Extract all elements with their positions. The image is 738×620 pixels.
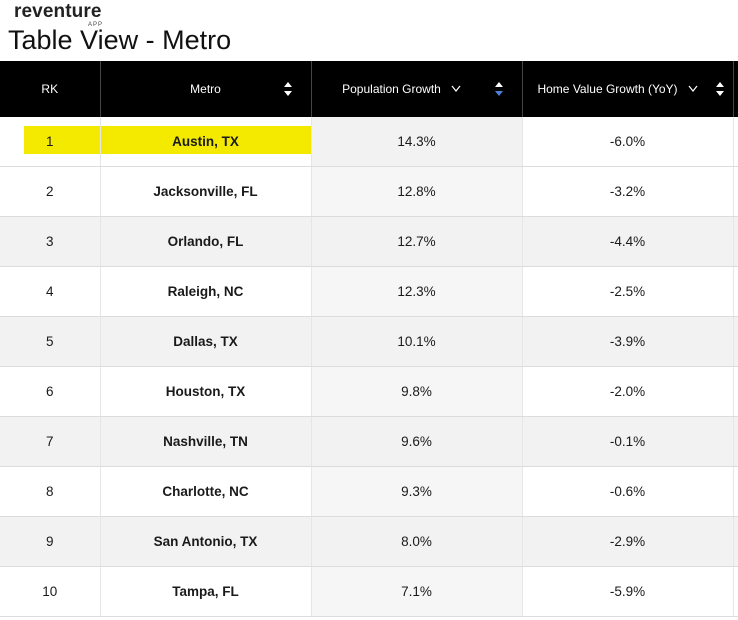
cell-extra bbox=[733, 516, 738, 567]
table-row[interactable]: 6 Houston, TX 9.8% -2.0% bbox=[0, 366, 738, 417]
cell-population-growth: 12.7% bbox=[311, 216, 523, 267]
cell-home-value-growth: -2.5% bbox=[522, 266, 734, 317]
header-extra bbox=[733, 61, 738, 117]
cell-home-value-growth: -0.6% bbox=[522, 466, 734, 517]
header-population-growth-label: Population Growth bbox=[342, 82, 441, 96]
cell-rk: 8 bbox=[0, 466, 101, 517]
table-row[interactable]: 10 Tampa, FL 7.1% -5.9% bbox=[0, 566, 738, 617]
cell-metro[interactable]: Charlotte, NC bbox=[100, 466, 312, 517]
cell-home-value-growth: -6.0% bbox=[522, 117, 734, 167]
cell-population-growth: 9.6% bbox=[311, 416, 523, 467]
table-row[interactable]: 3 Orlando, FL 12.7% -4.4% bbox=[0, 216, 738, 267]
sort-icon[interactable] bbox=[715, 81, 725, 97]
cell-rk: 2 bbox=[0, 166, 101, 217]
cell-metro[interactable]: Nashville, TN bbox=[100, 416, 312, 467]
cell-home-value-growth: -4.4% bbox=[522, 216, 734, 267]
cell-extra bbox=[733, 216, 738, 267]
brand-sub: APP bbox=[88, 22, 104, 28]
cell-home-value-growth: -5.9% bbox=[522, 566, 734, 617]
cell-home-value-growth: -2.9% bbox=[522, 516, 734, 567]
cell-population-growth: 9.8% bbox=[311, 366, 523, 417]
cell-extra bbox=[733, 466, 738, 517]
brand-name: reventure bbox=[14, 1, 102, 22]
table-row[interactable]: 7 Nashville, TN 9.6% -0.1% bbox=[0, 416, 738, 467]
cell-extra bbox=[733, 366, 738, 417]
cell-extra bbox=[733, 266, 738, 317]
cell-metro[interactable]: Austin, TX bbox=[100, 117, 312, 167]
cell-extra bbox=[733, 316, 738, 367]
header-home-value-growth-label: Home Value Growth (YoY) bbox=[537, 82, 678, 96]
cell-rk: 1 bbox=[0, 117, 101, 167]
cell-metro[interactable]: Houston, TX bbox=[100, 366, 312, 417]
cell-home-value-growth: -3.9% bbox=[522, 316, 734, 367]
page-title: Table View - Metro bbox=[8, 25, 232, 55]
cell-metro[interactable]: Orlando, FL bbox=[100, 216, 312, 267]
cell-extra bbox=[733, 166, 738, 217]
cell-extra bbox=[733, 566, 738, 617]
header-home-value-growth[interactable]: Home Value Growth (YoY) bbox=[522, 61, 734, 117]
chevron-down-icon[interactable] bbox=[451, 85, 461, 93]
cell-metro[interactable]: Jacksonville, FL bbox=[100, 166, 312, 217]
header-rk[interactable]: RK bbox=[0, 61, 101, 117]
chevron-down-icon[interactable] bbox=[688, 85, 698, 93]
cell-metro[interactable]: Dallas, TX bbox=[100, 316, 312, 367]
cell-rk: 9 bbox=[0, 516, 101, 567]
header-rk-label: RK bbox=[41, 82, 59, 96]
brand-logo: reventure APP bbox=[14, 1, 102, 29]
cell-population-growth: 14.3% bbox=[311, 117, 523, 167]
header-metro-label: Metro bbox=[190, 82, 221, 96]
cell-rk: 6 bbox=[0, 366, 101, 417]
header-metro[interactable]: Metro bbox=[100, 61, 312, 117]
cell-population-growth: 12.3% bbox=[311, 266, 523, 317]
cell-metro[interactable]: Raleigh, NC bbox=[100, 266, 312, 317]
sort-icon[interactable] bbox=[283, 81, 293, 97]
cell-rk: 10 bbox=[0, 566, 101, 617]
cell-metro[interactable]: San Antonio, TX bbox=[100, 516, 312, 567]
cell-population-growth: 10.1% bbox=[311, 316, 523, 367]
cell-extra bbox=[733, 416, 738, 467]
cell-population-growth: 7.1% bbox=[311, 566, 523, 617]
cell-rk: 4 bbox=[0, 266, 101, 317]
cell-rk: 5 bbox=[0, 316, 101, 367]
cell-population-growth: 12.8% bbox=[311, 166, 523, 217]
cell-home-value-growth: -3.2% bbox=[522, 166, 734, 217]
cell-metro[interactable]: Tampa, FL bbox=[100, 566, 312, 617]
cell-home-value-growth: -0.1% bbox=[522, 416, 734, 467]
table-header-row: RK Metro Population Growth bbox=[0, 61, 738, 117]
cell-rk: 7 bbox=[0, 416, 101, 467]
cell-extra bbox=[733, 117, 738, 167]
table-row[interactable]: 8 Charlotte, NC 9.3% -0.6% bbox=[0, 466, 738, 517]
cell-population-growth: 8.0% bbox=[311, 516, 523, 567]
table-row[interactable]: 1 Austin, TX 14.3% -6.0% bbox=[0, 117, 738, 167]
table-row[interactable]: 5 Dallas, TX 10.1% -3.9% bbox=[0, 316, 738, 367]
table-row[interactable]: 2 Jacksonville, FL 12.8% -3.2% bbox=[0, 166, 738, 217]
metro-table: RK Metro Population Growth bbox=[0, 61, 738, 617]
header-population-growth[interactable]: Population Growth bbox=[311, 61, 523, 117]
table-row[interactable]: 9 San Antonio, TX 8.0% -2.9% bbox=[0, 516, 738, 567]
cell-home-value-growth: -2.0% bbox=[522, 366, 734, 417]
table-row[interactable]: 4 Raleigh, NC 12.3% -2.5% bbox=[0, 266, 738, 317]
sort-icon-active[interactable] bbox=[494, 81, 504, 97]
cell-rk: 3 bbox=[0, 216, 101, 267]
cell-population-growth: 9.3% bbox=[311, 466, 523, 517]
